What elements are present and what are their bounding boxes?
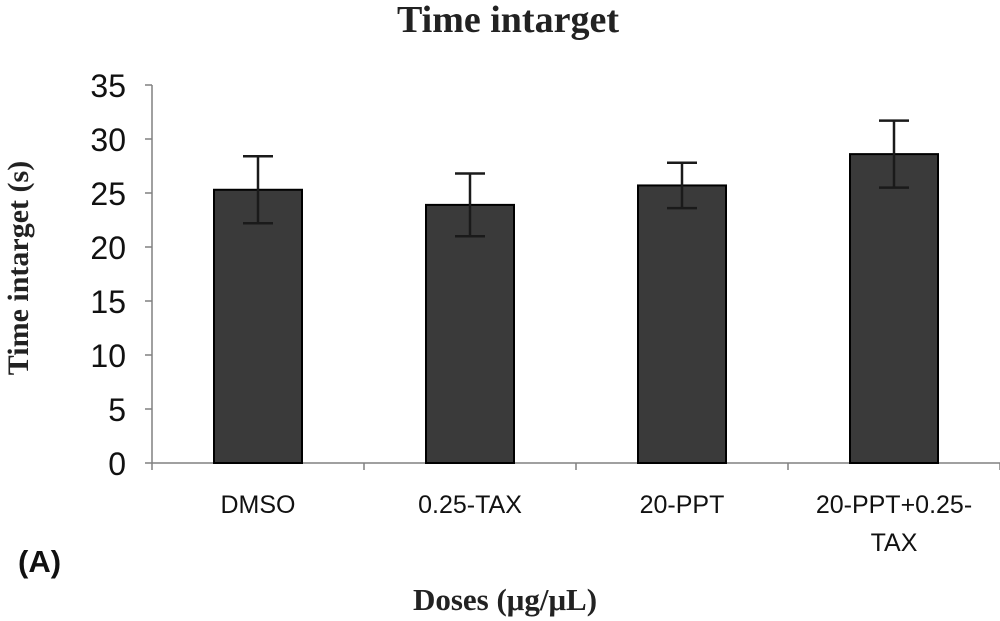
x-tick-label: 20-PPT+0.25- <box>816 491 972 519</box>
y-tick-label: 5 <box>108 392 126 428</box>
plot-area: 0 5 10 15 20 25 30 35 DMSO 0.25-TAX 20-PPT 20-PPT+0… <box>90 68 1000 557</box>
x-tick-label: TAX <box>871 529 918 557</box>
y-tick-label: 25 <box>90 176 126 212</box>
x-tick-label: 0.25-TAX <box>418 491 522 519</box>
bar <box>213 188 303 464</box>
y-tick-label: 20 <box>90 230 126 266</box>
x-tick-label: DMSO <box>221 491 296 519</box>
x-tick-label: 20-PPT <box>640 491 725 519</box>
panel-label: (A) <box>18 544 61 579</box>
y-axis-label: Time intarget (s) <box>2 161 35 375</box>
bar <box>425 203 515 464</box>
bar <box>637 184 727 464</box>
bar <box>849 153 939 464</box>
y-tick-label: 0 <box>108 446 126 482</box>
chart-title: Time intarget <box>397 0 619 41</box>
y-tick-label: 10 <box>90 338 126 374</box>
x-axis-label: Doses (μg/μL) <box>413 582 597 617</box>
y-tick-label: 30 <box>90 122 126 158</box>
y-tick-label: 35 <box>90 68 126 104</box>
y-tick-label: 15 <box>90 284 126 320</box>
